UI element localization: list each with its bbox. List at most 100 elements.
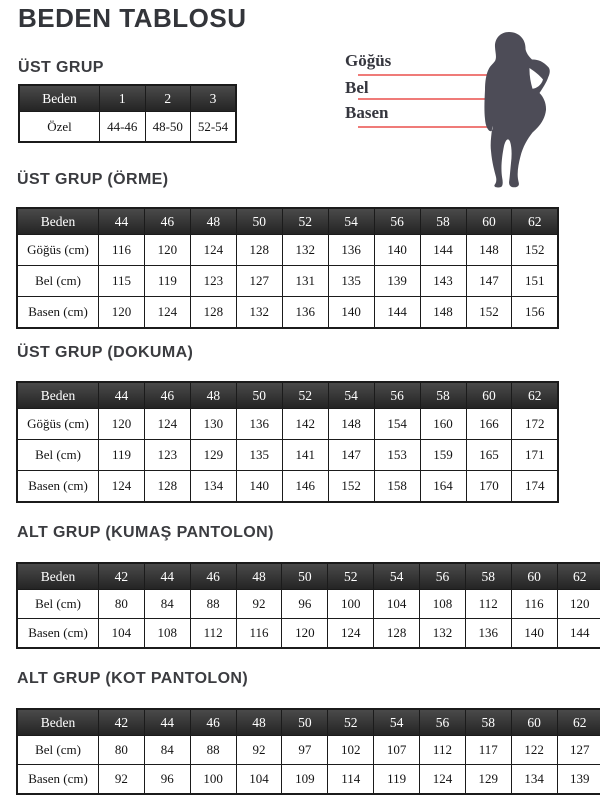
value-cell: 120 (98, 296, 145, 329)
value-cell: 134 (510, 764, 558, 795)
table-header-cell: Beden (16, 381, 99, 409)
measurement-line-basen (358, 126, 490, 128)
value-cell: 147 (465, 265, 513, 297)
value-cell: 52-54 (190, 111, 237, 143)
measurement-line-gogus (358, 74, 503, 76)
value-cell: 115 (98, 265, 145, 297)
table-row: Özel 44-46 48-50 52-54 (18, 111, 237, 143)
table-header-cell: 48 (235, 708, 283, 736)
table-header-cell: 58 (464, 562, 512, 590)
size-table-ust-grup-dokuma: Beden 44 46 48 50 52 54 56 58 60 62 Göğüs (cm) 120 12… (16, 381, 559, 503)
table-header-row: Beden 44 46 48 50 52 54 56 58 60 62 (16, 207, 559, 235)
table-row: Bel (cm) 119 123 129 135 141 147 153 159 165 171 (16, 439, 559, 471)
row-label-cell: Bel (cm) (16, 265, 99, 297)
value-cell: 132 (281, 234, 329, 266)
value-cell: 100 (327, 589, 375, 619)
value-cell: 128 (189, 296, 237, 329)
section-heading-alt-grup-kot: ALT GRUP (KOT PANTOLON) (17, 670, 249, 687)
value-cell: 112 (464, 589, 512, 619)
table-header-cell: 62 (511, 381, 559, 409)
value-cell: 119 (373, 764, 421, 795)
section-heading-alt-grup-kumas: ALT GRUP (KUMAŞ PANTOLON) (17, 524, 274, 541)
table-header-cell: 58 (419, 207, 467, 235)
table-header-cell: 54 (327, 381, 375, 409)
value-cell: 136 (235, 408, 283, 440)
table-row: Göğüs (cm) 116 120 124 128 132 136 140 144 148 152 (16, 234, 559, 266)
size-table-ust-grup-orme: Beden 44 46 48 50 52 54 56 58 60 62 Göğüs (cm) 116 12… (16, 207, 559, 329)
value-cell: 136 (281, 296, 329, 329)
value-cell: 147 (327, 439, 375, 471)
table-header-cell: 44 (98, 207, 145, 235)
value-cell: 112 (419, 735, 466, 765)
value-cell: 139 (373, 265, 421, 297)
value-cell: 104 (98, 618, 145, 649)
size-table-alt-grup-kot: Beden 42 44 46 48 50 52 54 56 58 60 62 Bel (cm) 80 84 8… (16, 708, 600, 795)
table-header-cell: 46 (143, 207, 191, 235)
table-header-row: Beden 44 46 48 50 52 54 56 58 60 62 (16, 381, 559, 409)
value-cell: 134 (189, 470, 237, 503)
value-cell: 80 (98, 735, 145, 765)
table-header-cell: Beden (16, 207, 99, 235)
value-cell: 160 (419, 408, 467, 440)
value-cell: 84 (143, 735, 191, 765)
value-cell: 132 (419, 618, 466, 649)
value-cell: 148 (419, 296, 467, 329)
section-heading-ust-grup-dokuma: ÜST GRUP (DOKUMA) (17, 344, 194, 361)
body-silhouette (484, 32, 550, 188)
table-row: Basen (cm) 104 108 112 116 120 124 128 132 136 140… (16, 618, 600, 649)
value-cell: 152 (511, 234, 559, 266)
value-cell: 116 (98, 234, 145, 266)
value-cell: 130 (189, 408, 237, 440)
table-header-row: Beden 42 44 46 48 50 52 54 56 58 60 62 (16, 708, 600, 736)
value-cell: 120 (281, 618, 329, 649)
value-cell: 158 (373, 470, 421, 503)
table-header-cell: Beden (18, 84, 100, 112)
value-cell: 112 (189, 618, 237, 649)
table-header-cell: 46 (143, 381, 191, 409)
table-header-cell: 48 (235, 562, 283, 590)
table-header-cell: 2 (144, 84, 191, 112)
value-cell: 114 (327, 764, 375, 795)
table-row: Bel (cm) 80 84 88 92 96 100 104 108 112 116 120 (16, 589, 600, 619)
measurement-label-bel: Bel (345, 78, 369, 97)
value-cell: 136 (327, 234, 375, 266)
table-row: Bel (cm) 115 119 123 127 131 135 139 143 147 151 (16, 265, 559, 297)
value-cell: 120 (143, 234, 191, 266)
value-cell: 140 (510, 618, 558, 649)
table-header-cell: 52 (281, 207, 329, 235)
value-cell: 123 (189, 265, 237, 297)
value-cell: 128 (373, 618, 421, 649)
table-header-cell: 62 (556, 562, 600, 590)
row-label-cell: Bel (cm) (16, 735, 99, 765)
table-header-cell: 54 (373, 562, 421, 590)
value-cell: 129 (189, 439, 237, 471)
row-label-cell: Basen (cm) (16, 618, 99, 649)
value-cell: 140 (327, 296, 375, 329)
table-header-cell: Beden (16, 708, 99, 736)
value-cell: 156 (511, 296, 559, 329)
value-cell: 96 (143, 764, 191, 795)
value-cell: 164 (419, 470, 467, 503)
value-cell: 129 (464, 764, 512, 795)
value-cell: 151 (511, 265, 559, 297)
value-cell: 172 (511, 408, 559, 440)
row-label-cell: Özel (18, 111, 100, 143)
table-row: Basen (cm) 124 128 134 140 146 152 158 164 170 174 (16, 470, 559, 503)
table-header-cell: 60 (465, 381, 513, 409)
value-cell: 135 (235, 439, 283, 471)
table-header-cell: 56 (373, 207, 421, 235)
value-cell: 148 (465, 234, 513, 266)
table-header-cell: 46 (189, 562, 237, 590)
value-cell: 124 (419, 764, 466, 795)
value-cell: 120 (98, 408, 145, 440)
measurement-label-gogus: Göğüs (345, 51, 392, 70)
table-row: Göğüs (cm) 120 124 130 136 142 148 154 160 166 172 (16, 408, 559, 440)
value-cell: 119 (98, 439, 145, 471)
value-cell: 109 (281, 764, 329, 795)
value-cell: 171 (511, 439, 559, 471)
table-header-cell: 56 (419, 562, 466, 590)
table-header-cell: 52 (281, 381, 329, 409)
value-cell: 154 (373, 408, 421, 440)
page-title: BEDEN TABLOSU (18, 3, 247, 33)
value-cell: 140 (373, 234, 421, 266)
